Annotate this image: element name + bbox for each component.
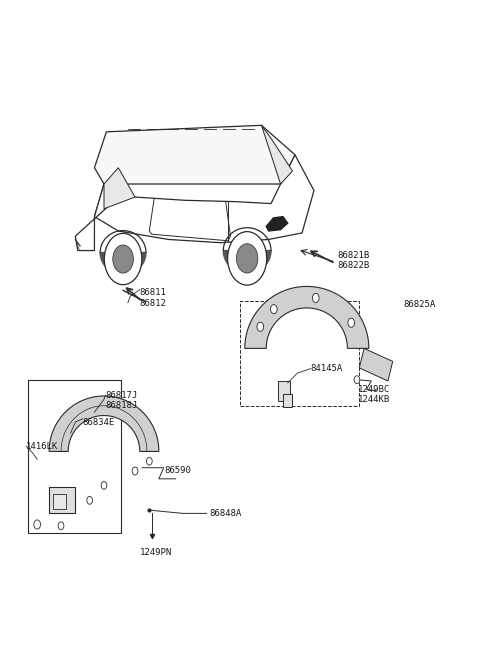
Text: 1249PN: 1249PN [140, 548, 172, 557]
Circle shape [101, 481, 107, 489]
Circle shape [348, 318, 355, 328]
Text: 86811
86812: 86811 86812 [140, 288, 167, 308]
Polygon shape [266, 217, 288, 231]
Text: 86834E: 86834E [83, 418, 115, 426]
Polygon shape [95, 125, 295, 184]
Text: 86590: 86590 [165, 466, 192, 476]
Polygon shape [283, 394, 292, 407]
Circle shape [58, 522, 64, 530]
Polygon shape [100, 252, 146, 274]
Circle shape [312, 293, 319, 303]
Text: 84145A: 84145A [311, 364, 343, 373]
Text: 1416LK: 1416LK [26, 441, 59, 451]
Circle shape [104, 233, 142, 285]
Text: 1249BC
1244KB: 1249BC 1244KB [359, 385, 391, 404]
Polygon shape [104, 168, 135, 209]
Polygon shape [223, 251, 271, 273]
Text: 86825A: 86825A [403, 300, 435, 309]
Text: 86848A: 86848A [209, 509, 241, 518]
FancyBboxPatch shape [53, 495, 66, 509]
Circle shape [113, 245, 133, 273]
Circle shape [237, 244, 258, 273]
Polygon shape [360, 348, 393, 381]
Circle shape [146, 457, 152, 465]
Polygon shape [75, 184, 118, 251]
Polygon shape [245, 286, 369, 348]
Polygon shape [95, 155, 314, 243]
Circle shape [34, 520, 40, 529]
Circle shape [132, 467, 138, 475]
Circle shape [271, 305, 277, 314]
Circle shape [257, 322, 264, 331]
Polygon shape [278, 381, 290, 401]
Circle shape [87, 496, 93, 504]
Polygon shape [262, 125, 292, 184]
Circle shape [354, 376, 360, 384]
Polygon shape [49, 487, 75, 514]
Text: 86817J
86818J: 86817J 86818J [106, 391, 138, 410]
Polygon shape [49, 396, 159, 451]
Circle shape [228, 232, 267, 285]
Text: 86821B
86822B: 86821B 86822B [338, 251, 370, 270]
FancyBboxPatch shape [28, 380, 120, 533]
